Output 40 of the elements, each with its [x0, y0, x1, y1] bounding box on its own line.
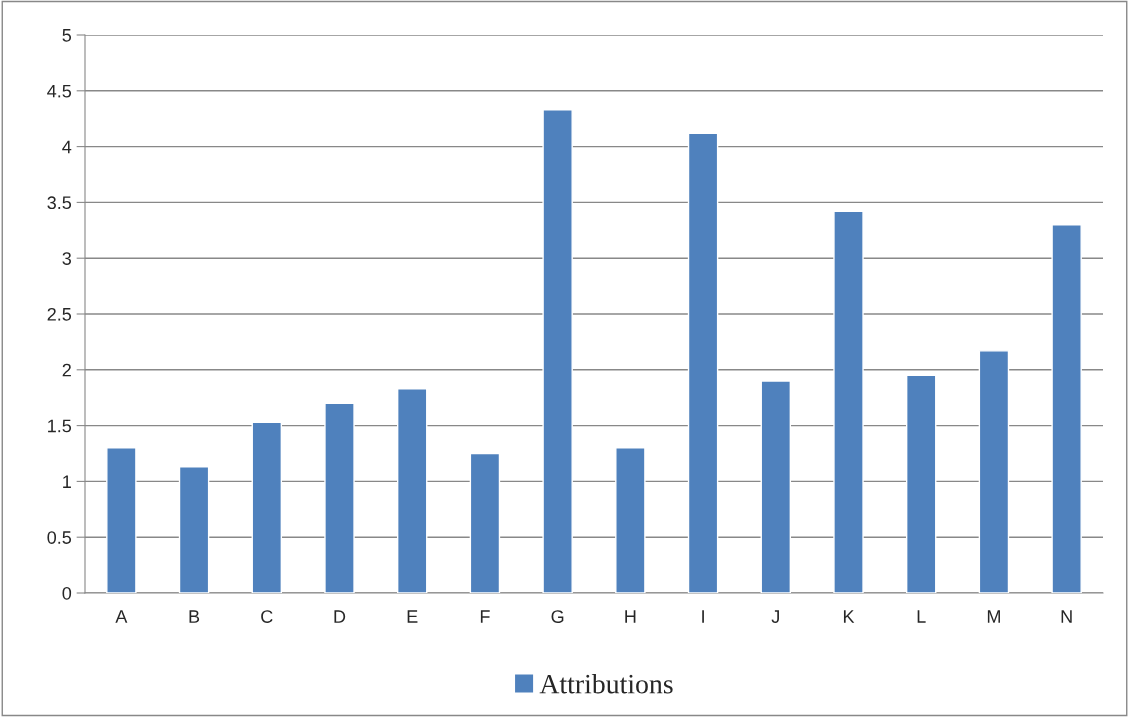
y-tick-label: 0.5	[47, 531, 72, 544]
x-tick-label: J	[771, 610, 779, 623]
x-tick-label: H	[625, 610, 636, 623]
bar	[1051, 224, 1082, 593]
bar	[833, 210, 864, 593]
bar	[251, 421, 283, 593]
bar	[905, 374, 937, 593]
x-tick-label: F	[480, 610, 490, 623]
bar	[396, 388, 428, 593]
x-tick-label: M	[987, 610, 1000, 623]
x-tick-label: G	[551, 610, 564, 623]
bar	[542, 109, 573, 593]
y-tick-label: 3.5	[47, 196, 72, 210]
x-tick-label: A	[115, 610, 128, 623]
bar	[324, 402, 355, 593]
y-tick-label: 3	[62, 252, 72, 265]
y-tick-label: 1	[63, 475, 71, 488]
bar	[106, 447, 137, 593]
bar	[760, 380, 792, 593]
y-tick-label: 0	[62, 586, 72, 600]
y-tick-label: 4	[62, 140, 72, 154]
bar	[978, 350, 1010, 593]
x-tick-label: N	[1061, 610, 1072, 623]
x-tick-label: L	[917, 610, 926, 623]
y-tick-label: 5	[62, 29, 72, 42]
x-tick-label: K	[843, 610, 855, 623]
y-tick-label: 2	[62, 363, 71, 377]
legend-label: Attributions	[539, 673, 673, 694]
y-tick-label: 4.5	[47, 84, 72, 98]
x-tick-label: C	[261, 610, 273, 623]
y-tick-label: 1.5	[48, 419, 72, 433]
y-tick-label: 2.5	[47, 307, 72, 321]
bar	[178, 466, 210, 593]
x-tick-label: D	[334, 610, 346, 623]
x-tick-label: E	[407, 610, 418, 623]
bar	[687, 132, 719, 593]
x-tick-label: B	[189, 610, 200, 623]
bar	[469, 452, 501, 593]
x-tick-label: I	[702, 610, 704, 623]
bar	[615, 447, 646, 593]
